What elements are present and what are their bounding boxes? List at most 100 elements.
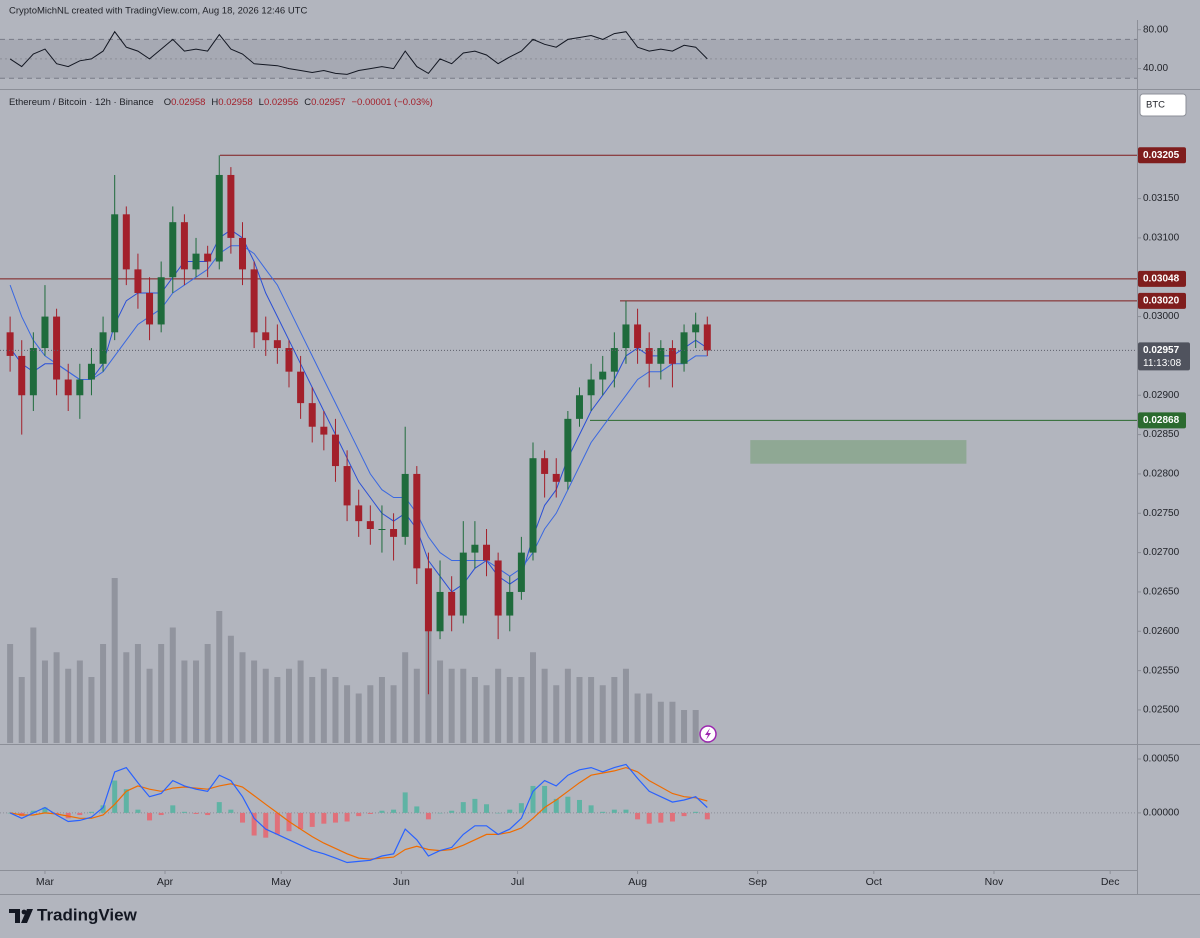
candle-body: [192, 253, 200, 270]
candle-body: [111, 214, 119, 333]
volume-bar: [344, 685, 351, 743]
histogram-bar: [681, 812, 687, 817]
candle-body: [146, 292, 154, 325]
volume-bar: [402, 652, 409, 743]
volume-bar: [169, 627, 176, 743]
candle-body: [471, 544, 479, 553]
legend-value: 0.02958: [171, 97, 205, 108]
histogram-bar: [623, 809, 629, 813]
volume-bar: [622, 668, 629, 743]
histogram-bar: [216, 802, 222, 813]
volume-bar: [378, 677, 385, 743]
legend-change: −0.00001 (−0.03%): [352, 97, 433, 108]
volume-bar: [309, 677, 316, 743]
currency-box[interactable]: [1139, 93, 1187, 117]
candle-body: [169, 222, 177, 278]
histogram-bar: [263, 812, 269, 838]
candle-body: [610, 348, 618, 372]
histogram-bar: [704, 812, 710, 820]
x-tick-label: Sep: [748, 876, 767, 888]
histogram-bar: [112, 780, 118, 813]
candle-body: [529, 458, 537, 553]
volume-bar: [413, 668, 420, 743]
volume-bar: [355, 693, 362, 743]
volume-bar: [158, 644, 165, 743]
countdown: 11:13:08: [1143, 358, 1182, 369]
x-tick-label: May: [271, 876, 292, 888]
level-label: 0.03048: [1143, 273, 1180, 284]
candle-body: [413, 473, 421, 569]
volume-bar: [483, 685, 490, 743]
volume-bar: [634, 693, 641, 743]
volume-bar: [53, 652, 60, 743]
candle-body: [575, 395, 583, 419]
legend-key: L: [259, 97, 264, 108]
histogram-bar: [309, 812, 315, 827]
level-label-box: [1138, 292, 1186, 309]
candle-body: [64, 379, 72, 396]
candle-body: [634, 324, 642, 349]
candle-body: [285, 348, 293, 372]
histogram-bar: [437, 812, 443, 814]
y-tick-label: 0.03100: [1143, 233, 1180, 244]
candle-body: [204, 253, 212, 262]
candle-body: [41, 316, 49, 349]
volume-bar: [297, 660, 304, 743]
histogram-bar: [553, 798, 559, 813]
legend-title: Ethereum / Bitcoin · 12h · Binance: [9, 97, 154, 108]
candle-body: [541, 458, 549, 474]
histogram-bar: [600, 811, 606, 813]
candle-body: [483, 544, 491, 561]
volume-bar: [576, 677, 583, 743]
histogram-bar: [565, 796, 571, 813]
volume-bar: [506, 677, 513, 743]
rsi-band: [0, 39, 1137, 79]
macd-line: [9, 763, 708, 864]
histogram-bar: [414, 806, 420, 813]
candle-body: [227, 174, 235, 238]
x-tick-label: Nov: [985, 876, 1004, 888]
lightning-icon[interactable]: [699, 725, 717, 743]
level-label-box: [1138, 270, 1186, 287]
level-label: 0.03020: [1143, 295, 1180, 306]
histogram-bar: [30, 810, 36, 813]
candle-body: [239, 237, 247, 270]
y-tick-label: 0.02500: [1143, 705, 1180, 716]
candle-body: [250, 269, 258, 333]
y-tick-label: 80.00: [1143, 24, 1168, 35]
candle-body: [494, 560, 502, 616]
histogram-bar: [542, 785, 548, 813]
last-price-label: 0.02957: [1143, 345, 1180, 356]
volume-bar: [7, 644, 14, 743]
candle-body: [517, 552, 525, 592]
candle-body: [564, 418, 572, 482]
candle-body: [680, 332, 688, 364]
volume-bar: [692, 710, 699, 743]
candle-body: [599, 371, 607, 380]
volume-bar: [193, 660, 200, 743]
y-tick-label: 0.02800: [1143, 469, 1180, 480]
histogram-bar: [274, 812, 280, 835]
volume-bar: [611, 677, 618, 743]
candle-body: [366, 521, 374, 530]
histogram-bar: [356, 812, 362, 817]
histogram-bar: [646, 812, 652, 824]
histogram-bar: [484, 804, 490, 813]
y-tick-label: 0.03150: [1143, 193, 1180, 204]
volume-bar: [518, 677, 525, 743]
histogram-bar: [425, 812, 431, 820]
candle-body: [587, 379, 595, 396]
candle-body: [18, 355, 26, 396]
volume-bar: [274, 677, 281, 743]
volume-bar: [530, 652, 537, 743]
candle-body: [273, 340, 281, 349]
candle-body: [76, 379, 84, 396]
histogram-bar: [228, 809, 234, 813]
volume-bar: [30, 627, 37, 743]
candle-body: [506, 591, 514, 616]
histogram-bar: [460, 802, 466, 813]
logo: [9, 909, 33, 923]
y-tick-label: 0.00050: [1143, 754, 1180, 765]
